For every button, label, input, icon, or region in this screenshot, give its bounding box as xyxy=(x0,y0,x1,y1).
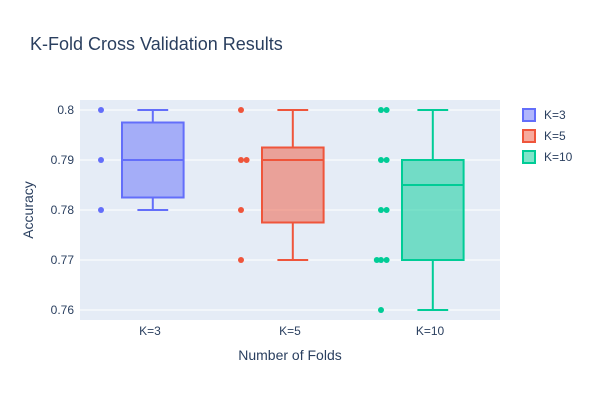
box-trace xyxy=(373,107,465,313)
x-axis-ticks: K=3 K=5 K=10 xyxy=(139,324,444,338)
box-trace xyxy=(238,107,325,263)
data-point xyxy=(378,207,384,213)
data-point xyxy=(98,157,104,163)
y-tick-label: 0.77 xyxy=(51,253,75,267)
data-point xyxy=(238,257,244,263)
iqr-box xyxy=(261,146,325,224)
y-tick-label: 0.79 xyxy=(51,153,75,167)
x-tick-label: K=10 xyxy=(416,324,445,338)
data-point xyxy=(378,307,384,313)
y-axis-title: Accuracy xyxy=(20,181,36,239)
chart-title: K-Fold Cross Validation Results xyxy=(30,34,283,54)
y-tick-label: 0.8 xyxy=(57,103,74,117)
iqr-box xyxy=(401,159,465,261)
box-trace xyxy=(98,107,185,213)
data-point xyxy=(378,257,384,263)
legend: K=3 K=5 K=10 xyxy=(522,108,573,164)
data-point xyxy=(98,107,104,113)
legend-label: K=5 xyxy=(544,129,566,143)
data-point xyxy=(383,157,390,163)
data-point xyxy=(98,207,104,213)
legend-swatch xyxy=(522,108,536,122)
data-point xyxy=(383,107,390,113)
legend-label: K=10 xyxy=(544,150,573,164)
y-axis-ticks: 0.76 0.77 0.78 0.79 0.8 xyxy=(51,103,75,317)
legend-swatch xyxy=(522,150,536,164)
data-point xyxy=(238,107,244,113)
data-point xyxy=(238,207,244,213)
x-tick-label: K=3 xyxy=(139,324,161,338)
legend-swatch xyxy=(522,129,536,143)
x-axis-title: Number of Folds xyxy=(238,347,341,363)
x-tick-label: K=5 xyxy=(279,324,301,338)
data-point xyxy=(373,257,380,263)
data-point xyxy=(383,207,390,213)
box-series xyxy=(98,107,465,313)
y-tick-label: 0.76 xyxy=(51,303,75,317)
y-tick-label: 0.78 xyxy=(51,203,75,217)
data-point xyxy=(238,157,244,163)
data-point xyxy=(378,107,384,113)
data-point xyxy=(378,157,384,163)
legend-label: K=3 xyxy=(544,108,566,122)
data-point xyxy=(383,257,390,263)
data-point xyxy=(243,157,250,163)
